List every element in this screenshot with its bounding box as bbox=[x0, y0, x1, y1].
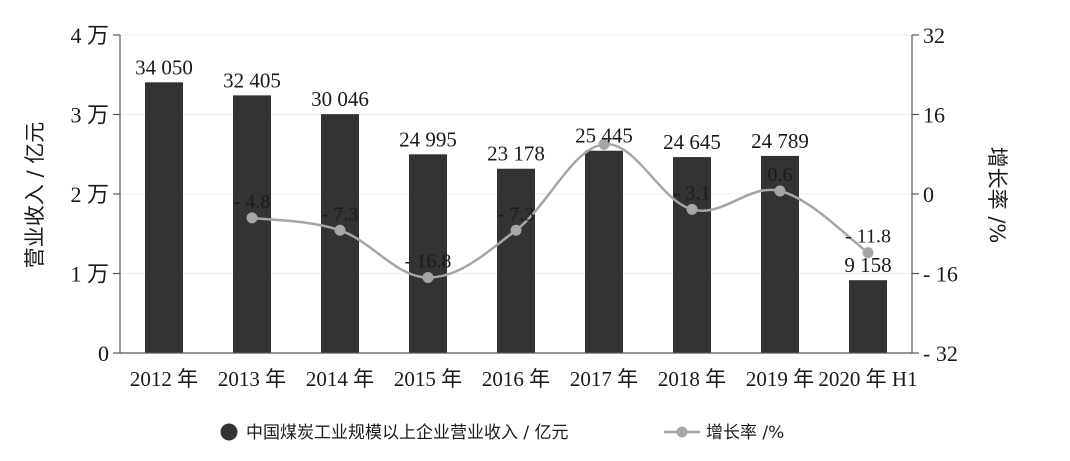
growth-rate-label: - 16.8 bbox=[405, 250, 452, 272]
x-tick-label: 2019 年 bbox=[746, 367, 814, 391]
bar bbox=[497, 168, 535, 353]
x-tick-label: 2015 年 bbox=[394, 367, 462, 391]
growth-rate-label: - 7.3 bbox=[498, 203, 535, 225]
growth-rate-label: - 11.8 bbox=[845, 226, 891, 248]
legend-bar-label: 中国煤炭工业规模以上企业营业收入 / 亿元 bbox=[246, 423, 569, 443]
bar-value-label: 9 158 bbox=[844, 253, 891, 277]
x-tick-label: 2012 年 bbox=[130, 367, 198, 391]
growth-rate-label: - 4.8 bbox=[234, 191, 271, 213]
growth-point bbox=[686, 203, 698, 215]
y2-tick-label: 16 bbox=[923, 103, 945, 128]
y2-tick-label: 0 bbox=[923, 182, 934, 207]
growth-line bbox=[251, 143, 869, 279]
y-tick-label: 4 万 bbox=[70, 23, 109, 48]
growth-line-series bbox=[246, 138, 874, 283]
bar-value-label: 25 445 bbox=[575, 124, 633, 148]
data-labels: 34 050 32 405 30 046 24 995 23 178 25 445 24 6… bbox=[135, 55, 892, 277]
x-tick-label: 2017 年 bbox=[570, 367, 638, 391]
growth-point bbox=[862, 247, 874, 259]
y-tick-label: 1 万 bbox=[70, 262, 109, 287]
bar-value-label: 23 178 bbox=[487, 142, 545, 166]
x-tick-label: 2016 年 bbox=[482, 367, 550, 391]
bar-value-label: 34 050 bbox=[135, 55, 193, 79]
growth-point bbox=[246, 212, 258, 224]
y2-tick-label: - 16 bbox=[923, 262, 958, 287]
bar-value-label: 32 405 bbox=[223, 68, 281, 92]
y-tick-label: 3 万 bbox=[70, 103, 109, 128]
x-tick-label: 2020 年 H1 bbox=[818, 367, 917, 391]
y-axis-title: 营业收入 / 亿元 bbox=[23, 122, 47, 268]
legend: 中国煤炭工业规模以上企业营业收入 / 亿元 增长率 /% bbox=[220, 423, 784, 443]
legend-line-label: 增长率 /% bbox=[706, 423, 784, 443]
bar bbox=[233, 95, 271, 353]
x-tick-label: 2018 年 bbox=[658, 367, 726, 391]
bar bbox=[409, 154, 447, 353]
bar-value-label: 24 789 bbox=[751, 129, 809, 153]
axes: 0 1 万 2 万 3 万 4 万 - 32 - 16 0 16 32 2012 年 2013 年 20… bbox=[70, 23, 957, 391]
x-tick-label: 2013 年 bbox=[218, 367, 286, 391]
bar-value-label: 24 995 bbox=[399, 127, 457, 151]
bar-value-label: 24 645 bbox=[663, 130, 721, 154]
y2-tick-label: - 32 bbox=[923, 341, 958, 366]
growth-point bbox=[598, 138, 610, 150]
growth-rate-label: - 3.1 bbox=[674, 182, 711, 204]
legend-line-marker bbox=[676, 426, 688, 438]
bar bbox=[585, 150, 623, 353]
x-tick-label: 2014 年 bbox=[306, 367, 374, 391]
growth-rate-label: 0.6 bbox=[768, 164, 793, 186]
y-tick-label: 0 bbox=[98, 341, 109, 366]
growth-point bbox=[334, 224, 346, 236]
bar-value-label: 30 046 bbox=[311, 87, 369, 111]
bar bbox=[145, 82, 183, 354]
growth-point bbox=[510, 224, 522, 236]
bar bbox=[673, 157, 711, 353]
legend-bar-marker bbox=[220, 423, 238, 441]
bar-series bbox=[145, 82, 887, 354]
y2-tick-label: 32 bbox=[923, 23, 945, 48]
growth-point bbox=[774, 185, 786, 197]
y-tick-label: 2 万 bbox=[70, 182, 109, 207]
y2-axis-title: 增长率 /% bbox=[985, 147, 1009, 244]
growth-point bbox=[422, 271, 434, 283]
bar bbox=[849, 280, 887, 353]
growth-rate-label: - 7.3 bbox=[322, 203, 359, 225]
